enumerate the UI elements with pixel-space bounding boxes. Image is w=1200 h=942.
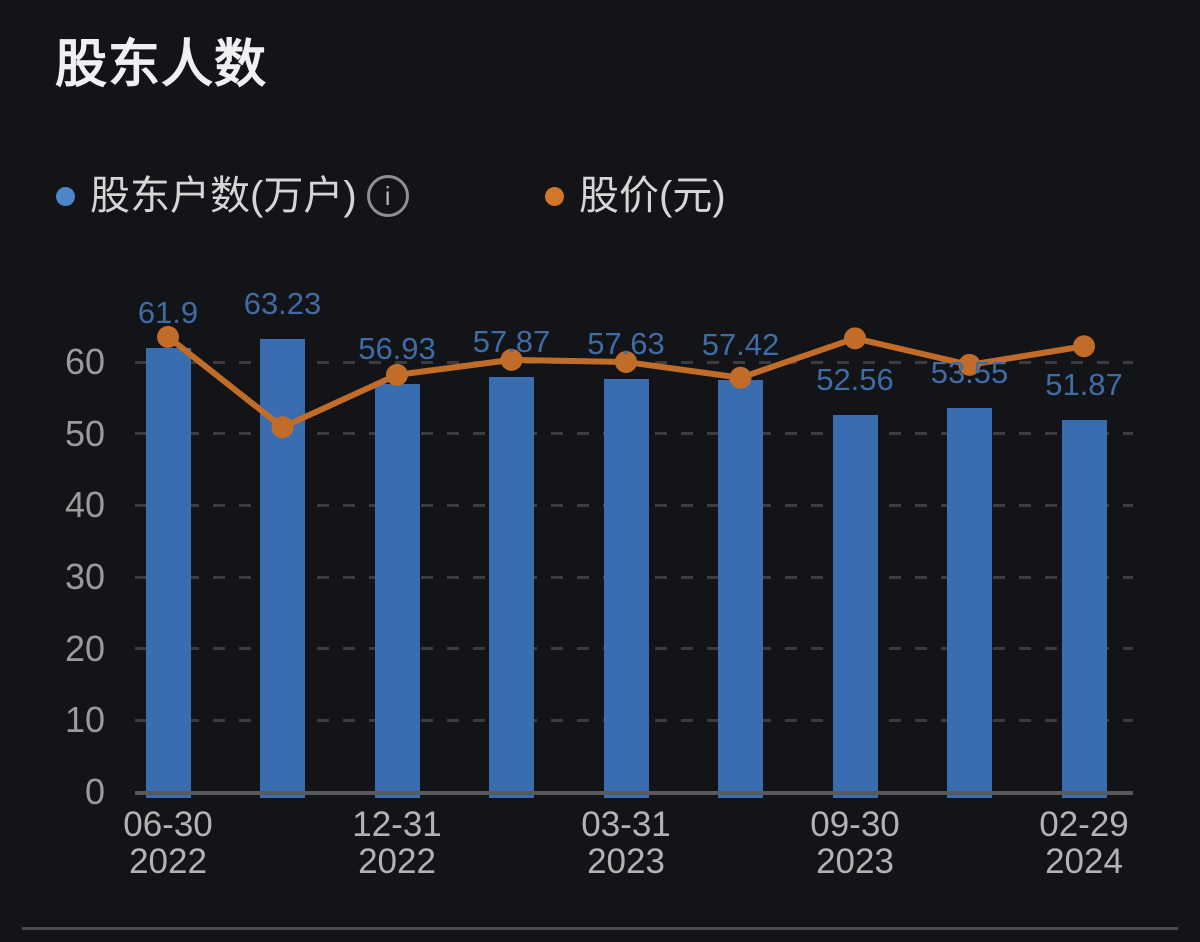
y-axis-tick-0: 0 (84, 771, 105, 812)
info-icon[interactable]: i (366, 175, 409, 217)
bar-6[interactable] (832, 415, 878, 798)
bottom-divider (22, 927, 1178, 930)
legend-dot-price-icon (545, 186, 564, 206)
y-axis-tick-10: 10 (64, 699, 105, 741)
page-title: 股东人数 (55, 36, 268, 94)
x-axis-line (135, 791, 1133, 795)
x-tick-year: 2022 (358, 842, 436, 881)
info-icon-glyph: i (384, 181, 391, 211)
bar-2[interactable] (374, 384, 420, 798)
legend-item-holders[interactable]: 股东户数(万户) i (56, 168, 409, 224)
price-point-6 (844, 327, 866, 350)
x-tick-year: 2024 (1045, 842, 1123, 881)
x-axis-tick-09-30-2023: 09-30 2023 (760, 806, 950, 880)
x-axis-tick-12-31-2022: 12-31 2022 (302, 806, 492, 880)
x-tick-date: 02-29 (1039, 805, 1129, 844)
x-tick-year: 2023 (816, 842, 894, 881)
x-tick-year: 2022 (129, 842, 207, 881)
bar-8[interactable] (1061, 420, 1107, 798)
x-axis-tick-02-29-2024: 02-29 2024 (989, 806, 1179, 880)
legend: 股东户数(万户) i 股价(元) (0, 168, 1200, 224)
legend-label-holders: 股东户数(万户) (90, 174, 357, 218)
legend-item-price[interactable]: 股价(元) (545, 168, 726, 224)
x-axis-tick-06-30-2022: 06-30 2022 (73, 806, 263, 880)
price-point-2 (386, 363, 408, 386)
bar-value-label-1: 63.23 (243, 285, 322, 321)
bar-3[interactable] (489, 377, 534, 798)
legend-label-price: 股价(元) (579, 174, 726, 218)
bar-4[interactable] (603, 378, 649, 798)
x-axis-tick-03-31-2023: 03-31 2023 (531, 806, 721, 880)
legend-dot-holders-icon (56, 186, 75, 206)
bar-value-label-8: 51.87 (1045, 367, 1123, 403)
bar-1[interactable] (260, 338, 305, 798)
x-tick-date: 12-31 (352, 805, 442, 844)
y-axis-tick-60: 60 (64, 341, 105, 382)
bar-value-label-0: 61.9 (137, 295, 199, 331)
y-axis-tick-40: 40 (64, 484, 105, 526)
bar-5[interactable] (718, 380, 763, 798)
x-tick-date: 03-31 (581, 805, 671, 844)
y-axis-tick-30: 30 (64, 556, 105, 597)
price-point-8 (1073, 335, 1095, 358)
bar-0[interactable] (145, 348, 191, 798)
x-tick-date: 06-30 (123, 805, 213, 844)
x-tick-date: 09-30 (810, 805, 900, 844)
bar-7[interactable] (947, 408, 992, 798)
bar-value-label-5: 57.42 (701, 327, 780, 363)
x-tick-year: 2023 (587, 842, 665, 881)
y-axis-tick-20: 20 (64, 627, 105, 669)
y-axis-tick-50: 50 (64, 412, 105, 454)
